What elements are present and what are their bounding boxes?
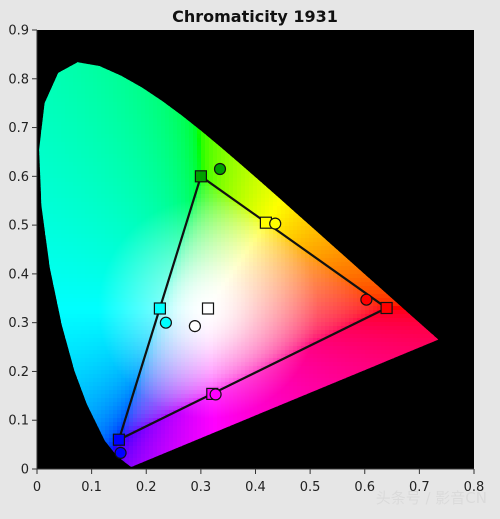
chart-title: Chromaticity 1931 — [172, 7, 338, 26]
